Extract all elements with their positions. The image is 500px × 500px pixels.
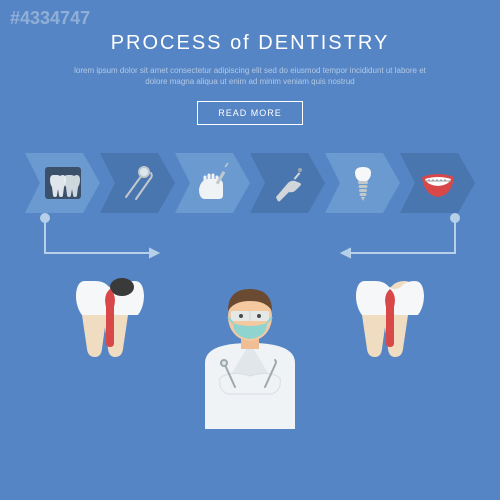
step-drill xyxy=(250,153,325,213)
step-tools xyxy=(100,153,175,213)
page-title: PROCESS of DENTISTRY xyxy=(0,32,500,55)
dentist-avatar xyxy=(185,283,315,438)
mirror-tools-icon xyxy=(116,161,160,205)
step-xray xyxy=(25,153,100,213)
healthy-tooth-icon xyxy=(350,263,430,368)
decayed-tooth-icon xyxy=(70,263,150,368)
watermark: #4334747 xyxy=(10,8,90,29)
implant-icon xyxy=(341,161,385,205)
bottom-section xyxy=(0,243,500,443)
drill-icon xyxy=(266,161,310,205)
read-more-button[interactable]: READ MORE xyxy=(197,101,303,125)
xray-icon xyxy=(41,161,85,205)
step-hand xyxy=(175,153,250,213)
step-implant xyxy=(325,153,400,213)
step-braces xyxy=(400,153,475,213)
process-flow xyxy=(0,153,500,213)
hand-syringe-icon xyxy=(191,161,235,205)
subtitle: lorem ipsum dolor sit amet consectetur a… xyxy=(70,65,430,87)
braces-smile-icon xyxy=(416,161,460,205)
